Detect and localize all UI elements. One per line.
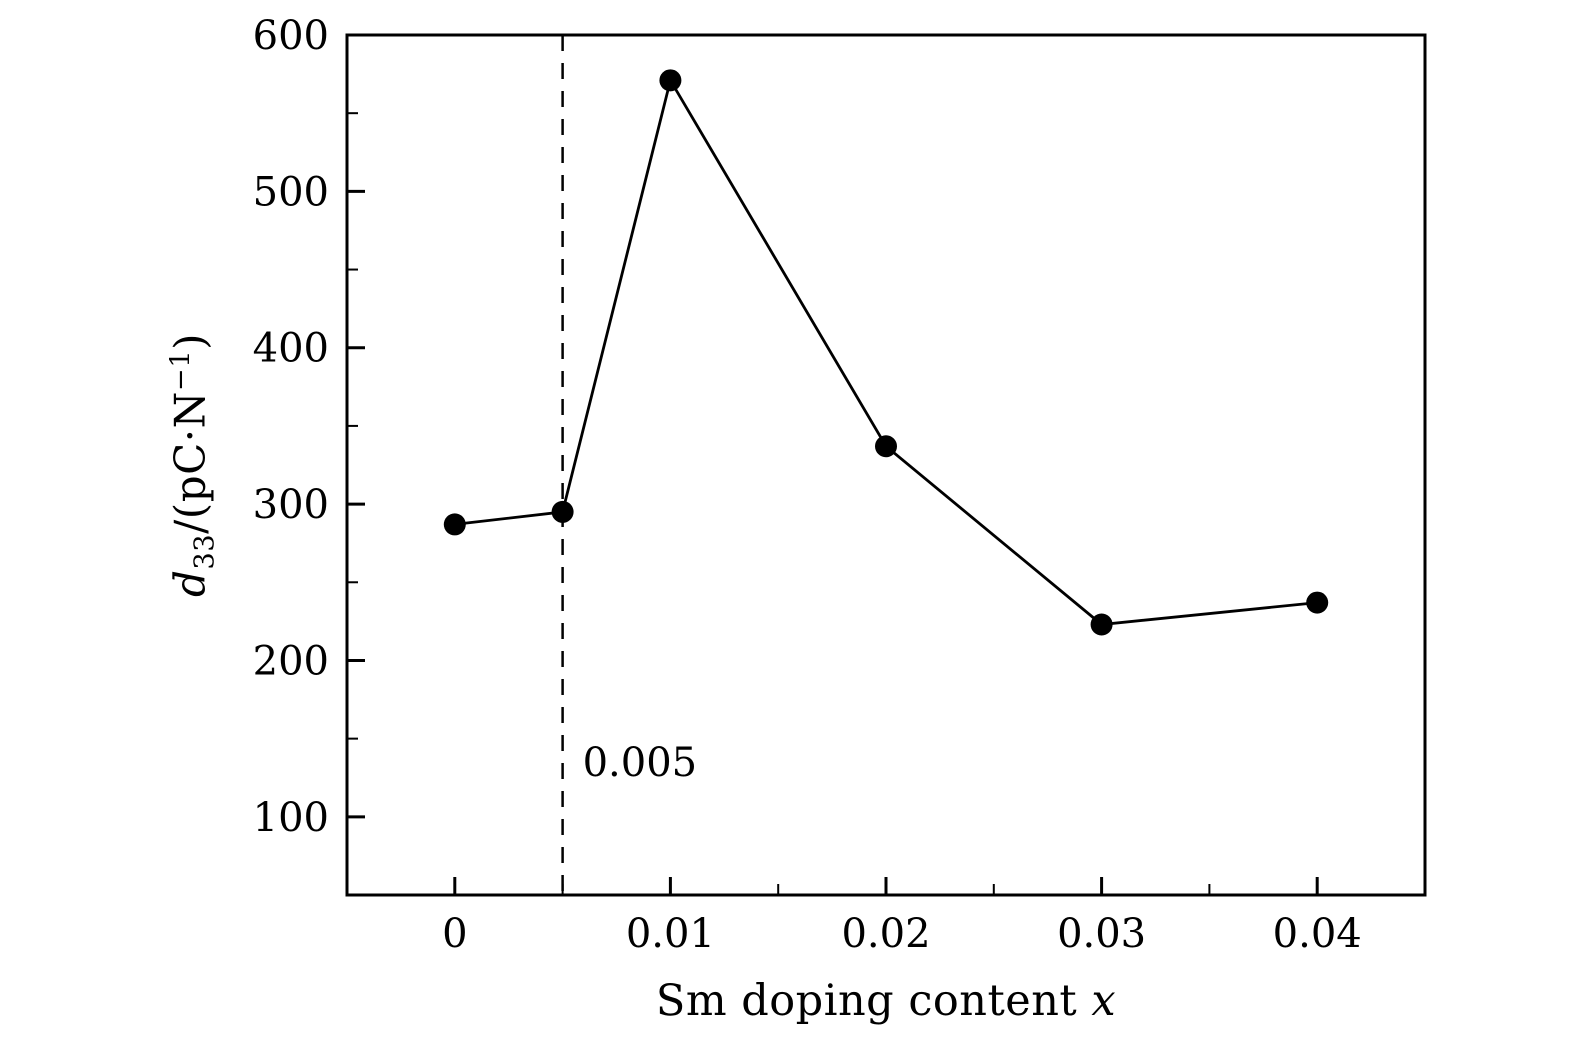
data-point-marker <box>875 435 897 458</box>
x-tick-label: 0.04 <box>1273 911 1362 957</box>
x-tick-label: 0.02 <box>841 911 930 957</box>
y-axis-label: d33/(pC·N−1) <box>165 333 220 597</box>
x-tick-label: 0.03 <box>1057 911 1146 957</box>
x-tick-label: 0.01 <box>626 911 715 957</box>
y-tick-label: 100 <box>253 795 329 841</box>
ylabel-variable: d <box>165 569 215 597</box>
data-point-marker <box>659 69 682 92</box>
data-series-line <box>454 76 1318 626</box>
y-tick-label: 200 <box>253 638 329 684</box>
ylabel-units-open: /(pC·N <box>165 391 215 534</box>
plot-frame <box>345 33 1427 897</box>
y-tick-label: 600 <box>253 13 329 59</box>
data-point-marker <box>1306 591 1329 614</box>
xlabel-variable: x <box>1091 976 1117 1026</box>
y-tick-label: 500 <box>253 169 329 215</box>
data-point-marker <box>443 513 466 536</box>
data-point-marker <box>1090 613 1113 636</box>
xlabel-text: Sm doping content <box>655 976 1092 1026</box>
y-tick-label: 300 <box>253 482 329 528</box>
ylabel-units-close: ) <box>165 333 215 350</box>
data-point-marker <box>551 500 574 523</box>
ylabel-subscript: 33 <box>189 533 221 570</box>
annotation-label: 0.005 <box>582 740 698 786</box>
ylabel-superscript: −1 <box>165 349 197 392</box>
x-axis-label: Sm doping content x <box>656 976 1116 1026</box>
x-tick-label: 0 <box>442 911 467 957</box>
y-tick-label: 400 <box>253 326 329 372</box>
